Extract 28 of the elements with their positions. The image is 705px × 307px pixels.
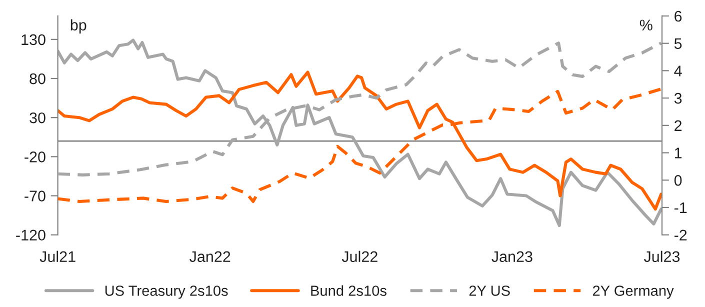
legend-label: Bund 2s10s [311,285,386,296]
y-tick-label: -120 [16,230,46,241]
y-tick-label: 30 [30,112,46,124]
legend-label: US Treasury 2s10s [105,286,228,299]
legend-label: 2Y US [469,286,510,296]
x-tick-label: Jul22 [342,250,378,262]
y-tick-label: 130 [22,34,46,46]
x-tick-label: Jul23 [644,250,680,262]
legend-label: 2Y Germany [592,286,674,299]
y2-tick-label: 0 [674,175,682,186]
y2-tick-label: 5 [674,38,682,50]
x-tick-label: Jan23 [492,251,532,262]
y-axis-title: bp [70,19,86,34]
y2-tick-label: 4 [674,66,682,76]
y2-axis-title: % [640,20,652,30]
y2-tick-label: -1 [674,202,687,214]
y2-tick-label: 3 [674,92,682,104]
line-series [58,70,662,211]
y2-tick-label: 1 [674,148,682,158]
y2-tick-label: 6 [674,10,682,22]
y-tick-label: 80 [30,73,46,84]
x-tick-label: Jan22 [190,251,230,262]
y-tick-label: -20 [24,152,46,162]
line-series [58,38,662,228]
y2-tick-label: -2 [674,230,687,240]
y2-tick-label: 2 [674,120,682,131]
x-tick-label: Jul21 [40,250,76,262]
y-tick-label: -70 [24,190,46,202]
